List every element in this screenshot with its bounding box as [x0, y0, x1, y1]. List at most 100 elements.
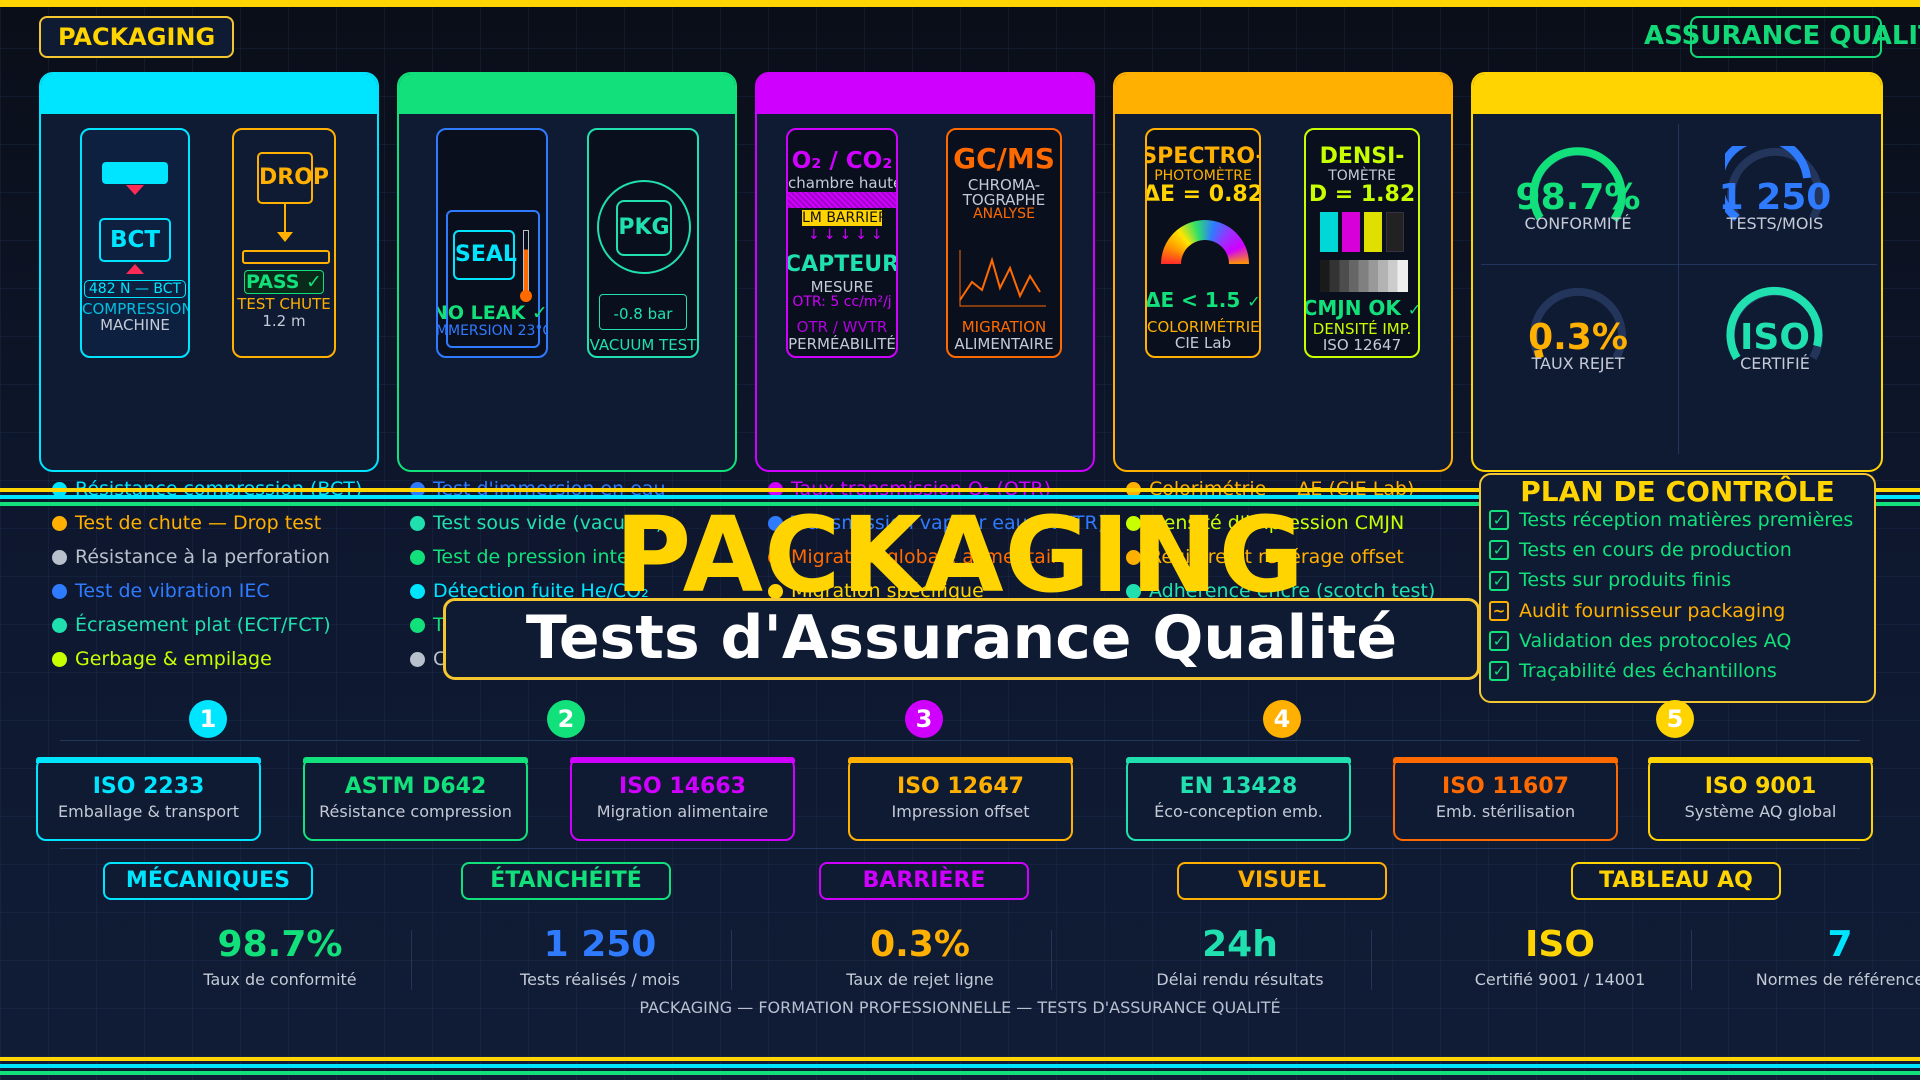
mesure-label: MESURE	[810, 278, 874, 296]
drop-height: 1.2 m	[262, 312, 306, 330]
barrier-film	[788, 192, 896, 208]
colorimetrie-label: COLORIMÉTRIE	[1147, 318, 1260, 336]
gauge-value: 98.7%	[1515, 177, 1641, 218]
list-item: Transmission vapeur eau (WVTR)	[768, 506, 1105, 540]
water-tank	[446, 210, 540, 348]
panel-header	[41, 74, 377, 114]
standard-card: ISO 14663 Migration alimentaire	[570, 757, 795, 841]
gauge-label: CERTIFIÉ	[1740, 354, 1810, 373]
panel-barriere: O₂ / CO₂ chambre haute LM BARRIER ↓↓↓↓↓ …	[755, 72, 1095, 472]
chromatogram-icon	[959, 250, 1046, 307]
panel-header	[399, 74, 735, 114]
panel-header	[1115, 74, 1451, 114]
kpi-rejet: 0.3% Taux de rejet ligne	[846, 924, 994, 989]
vacuum-chamber-icon	[597, 180, 691, 274]
list-item: T	[410, 608, 666, 642]
press-arrow-up-icon	[126, 264, 144, 274]
lm-barrier-label: LM BARRIER	[802, 210, 888, 226]
step-badge-3: 3	[905, 700, 943, 738]
permeation-arrows-icon: ↓↓↓↓↓	[808, 227, 887, 243]
subtitle-box: Tests d'Assurance Qualité	[443, 598, 1480, 680]
main-title: PACKAGING	[614, 494, 1306, 616]
list-item: Test de chute — Drop test	[52, 506, 362, 540]
delta-e-status: ΔE < 1.5 ✓	[1145, 288, 1261, 312]
divider-stripes-mid	[0, 488, 1920, 510]
gauge-divider-v	[1678, 124, 1679, 454]
vacuum-readout: -0.8 bar	[599, 294, 687, 330]
list-item: Test de pression interne	[410, 540, 666, 574]
plan-item: ✓ Traçabilité des échantillons	[1489, 656, 1853, 686]
o2-co2-label: O₂ / CO₂	[791, 148, 893, 174]
checkbox-pending-icon: ~	[1489, 600, 1509, 621]
assurance-tag-frame	[1690, 16, 1882, 58]
cmjn-status: CMJN OK ✓	[1304, 296, 1420, 320]
plan-de-controle: PLAN DE CONTRÔLE ✓ Tests réception matièr…	[1479, 473, 1876, 703]
standard-card: ISO 11607 Emb. stérilisation	[1393, 757, 1618, 841]
seal-label: SEAL	[453, 230, 517, 280]
alimentaire-label: ALIMENTAIRE	[954, 335, 1054, 353]
category-etancheite: ÉTANCHÉITÉ	[461, 862, 671, 900]
category-barriere: BARRIÈRE	[819, 862, 1029, 900]
gauge-certifie: ISO CERTIFIÉ	[1655, 266, 1881, 406]
standard-card: ASTM D642 Résistance compression	[303, 757, 528, 841]
panel-etancheite: SEAL NO LEAK ✓ IMMERSION 23°C PKG -0.8 b…	[397, 72, 737, 472]
packaging-tag: PACKAGING	[39, 16, 235, 58]
drop-label: DROP	[257, 152, 329, 204]
kpi-separator	[1691, 930, 1692, 990]
list-item: Écrasement plat (ECT/FCT)	[52, 608, 362, 642]
chamber-label: chambre haute	[788, 174, 898, 192]
divider-stripes-bottom	[0, 1057, 1920, 1079]
density-value: D = 1.82	[1308, 182, 1416, 207]
plan-item: ✓ Tests sur produits finis	[1489, 565, 1853, 595]
kpi-normes: 7 Normes de référence	[1755, 924, 1920, 989]
step-badge-4: 4	[1263, 700, 1301, 738]
otr-readout: OTR: 5 cc/m²/j	[792, 294, 892, 310]
gauge-taux-rejet: 0.3% TAUX REJET	[1473, 266, 1698, 406]
migration-label: MIGRATION	[961, 318, 1047, 336]
checkbox-checked-icon: ✓	[1489, 510, 1509, 531]
kpi-tests: 1 250 Tests réalisés / mois	[520, 924, 680, 989]
plan-title: PLAN DE CONTRÔLE	[1520, 475, 1835, 508]
standard-card: ISO 2233 Emballage & transport	[36, 757, 261, 841]
gc-ms-analyzer: GC/MS CHROMA- TOGRAPHE ANALYSE MIGRATION…	[946, 128, 1062, 358]
plan-item: ✓ Tests réception matières premières	[1489, 505, 1853, 535]
densi-label: DENSI-	[1319, 144, 1405, 169]
assurance-qualite-tag: ASSURANCE QUALITÉ	[1644, 21, 1920, 51]
iso-12647-label: ISO 12647	[1322, 336, 1402, 354]
top-accent-bar	[0, 0, 1920, 7]
panel-header	[1473, 74, 1881, 114]
gauge-value: 0.3%	[1528, 317, 1628, 358]
standard-card: EN 13428 Éco-conception emb.	[1126, 757, 1351, 841]
gauge-arc-icon	[1530, 287, 1626, 361]
no-leak-status: NO LEAK ✓	[436, 302, 548, 324]
kpi-delai: 24h Délai rendu résultats	[1156, 924, 1324, 989]
panel-visuel: SPECTRO- PHOTOMÈTRE ΔE = 0.82 ΔE < 1.5 ✓…	[1113, 72, 1453, 472]
checkbox-checked-icon: ✓	[1489, 661, 1509, 682]
kpi-conformite: 98.7% Taux de conformité	[203, 924, 357, 989]
kpi-separator	[411, 930, 412, 990]
step-badge-2: 2	[547, 700, 585, 738]
grayscale-strip	[1320, 260, 1408, 292]
list-item: Migration globale alimentaire	[768, 540, 1105, 574]
permeabilite-label: PERMÉABILITÉ	[788, 335, 896, 353]
kpi-separator	[1371, 930, 1372, 990]
gauge-divider-h	[1481, 264, 1877, 265]
densite-label: DENSITÉ IMP.	[1312, 320, 1412, 338]
immersion-tank: SEAL NO LEAK ✓ IMMERSION 23°C	[436, 128, 548, 358]
gauge-label: TESTS/MOIS	[1726, 214, 1824, 233]
kpi-iso: ISO Certifié 9001 / 14001	[1474, 924, 1646, 989]
plan-item: ✓ Validation des protocoles AQ	[1489, 626, 1853, 656]
plan-item: ~ Audit fournisseur packaging	[1489, 596, 1853, 626]
gauge-label: TAUX REJET	[1531, 354, 1625, 373]
vacuum-tester: PKG -0.8 bar VACUUM TEST	[587, 128, 699, 358]
standard-card: ISO 12647 Impression offset	[848, 757, 1073, 841]
drop-tester: DROP PASS ✓ TEST CHUTE 1.2 m	[232, 128, 336, 358]
list-mecaniques: Résistance compression (BCT) Test de chu…	[52, 472, 362, 676]
kpi-separator	[731, 930, 732, 990]
immersion-label: IMMERSION 23°C	[436, 323, 548, 339]
test-chute-label: TEST CHUTE	[237, 295, 331, 313]
step-badge-1: 1	[189, 700, 227, 738]
list-item: Registre et repérage offset	[1126, 540, 1435, 574]
gauge-arc-icon	[1725, 146, 1823, 222]
otr-wvtr-label: OTR / WVTR	[796, 318, 888, 336]
